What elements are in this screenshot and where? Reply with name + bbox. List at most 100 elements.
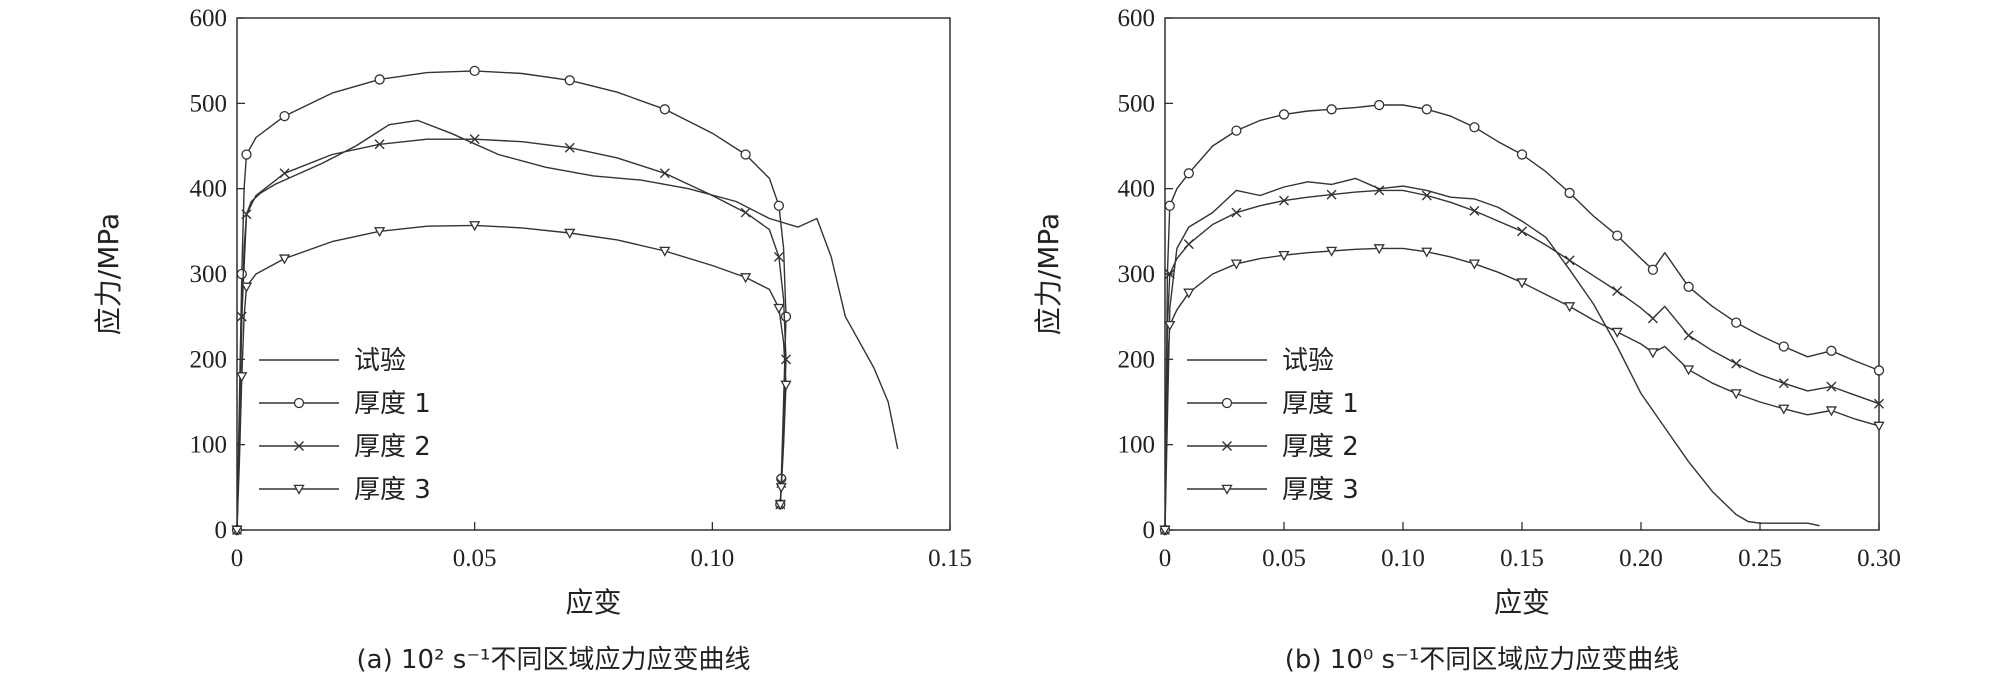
data-point — [1683, 281, 1694, 292]
data-point — [241, 209, 252, 220]
series-2 — [1159, 99, 1885, 536]
data-point — [773, 251, 784, 262]
data-point — [373, 227, 386, 238]
x-tick-label: 0.15 — [1500, 545, 1544, 572]
data-point — [231, 525, 243, 536]
data-point — [1325, 246, 1338, 257]
series-2 — [231, 65, 792, 536]
data-point — [1731, 358, 1742, 369]
data-point — [1563, 302, 1576, 313]
chart-panel-a: 0 100 200 300 400 500 600 0 0.05 0.10 0.15 应变 应力/MPa… — [92, 5, 972, 675]
data-point — [1683, 330, 1694, 341]
x-axis-label: 应变 — [565, 586, 621, 619]
data-point — [1778, 341, 1789, 352]
data-point — [1647, 313, 1658, 324]
y-tick-label: 100 — [1118, 432, 1156, 459]
y-tick-label: 500 — [190, 90, 228, 117]
x-tick-label: 0.15 — [928, 545, 972, 572]
x-tick-label: 0.10 — [1381, 545, 1425, 572]
y-tick-label: 600 — [190, 5, 228, 32]
y-tick-label: 0 — [1143, 517, 1156, 544]
series-3 — [1160, 185, 1884, 535]
data-point — [469, 134, 480, 145]
data-point — [1421, 247, 1433, 258]
data-point — [1647, 264, 1659, 275]
data-point — [740, 207, 751, 218]
y-tick-label: 200 — [190, 346, 228, 373]
legend-item-2: 厚度 1 — [259, 389, 431, 419]
data-point — [1469, 122, 1480, 133]
data-point — [1326, 104, 1337, 115]
plot-frame — [1164, 17, 1880, 531]
data-point — [1612, 230, 1623, 241]
series-line — [1164, 177, 1820, 531]
x-tick-label: 0 — [1159, 545, 1172, 572]
data-point — [773, 303, 785, 314]
data-point — [1278, 250, 1290, 262]
data-point — [1421, 190, 1432, 201]
data-point — [1231, 207, 1242, 218]
data-point — [1469, 205, 1480, 216]
data-point — [659, 168, 670, 179]
data-point — [1564, 255, 1575, 266]
data-point — [775, 483, 787, 494]
data-point — [1826, 345, 1837, 356]
data-point — [1159, 525, 1171, 536]
plot-frame — [236, 17, 951, 531]
data-point — [1164, 200, 1175, 211]
legend-marker — [1222, 441, 1232, 451]
data-point — [564, 75, 575, 86]
data-point — [1826, 381, 1837, 392]
data-point — [1874, 398, 1884, 409]
x-tick-label: 0.20 — [1619, 545, 1663, 572]
series-line — [236, 138, 787, 531]
legend-marker — [294, 441, 304, 451]
series-1 — [1164, 177, 1820, 531]
y-tick-label: 400 — [1118, 176, 1156, 203]
legend-marker — [293, 397, 305, 409]
x-tick-label: 0.10 — [690, 545, 734, 572]
legend-label: 厚度 1 — [354, 389, 431, 419]
data-point — [1873, 365, 1885, 376]
data-point — [241, 149, 252, 160]
x-tick-label: 0.30 — [1857, 545, 1901, 572]
x-axis-label: 应变 — [1494, 586, 1550, 619]
data-point — [1230, 259, 1243, 270]
data-point — [780, 311, 792, 322]
legend-label: 厚度 3 — [1282, 475, 1359, 505]
y-tick-label: 200 — [1118, 346, 1156, 373]
data-point — [1183, 168, 1194, 179]
legend-item-2: 厚度 1 — [1187, 389, 1359, 419]
series-line — [236, 224, 787, 531]
series-line — [1164, 247, 1880, 531]
data-point — [780, 380, 792, 391]
data-point — [781, 354, 792, 365]
data-point — [278, 254, 291, 265]
y-axis-label: 应力/MPa — [1032, 213, 1065, 335]
y-tick-label: 300 — [190, 261, 228, 288]
data-point — [1612, 286, 1623, 297]
data-point — [1647, 348, 1659, 359]
data-point — [773, 200, 785, 211]
data-point — [1164, 269, 1175, 279]
legend-marker — [1221, 484, 1233, 495]
series-line — [236, 70, 787, 531]
data-point — [659, 104, 670, 115]
series-line — [236, 119, 899, 531]
data-point — [1611, 327, 1623, 338]
data-point — [374, 74, 385, 85]
chart-panel-b: 0 100 200 300 400 500 600 0 0.05 0.10 0.15 0.20 0.25… — [1032, 5, 1901, 675]
data-point — [564, 228, 576, 239]
figure-caption: (b) 10⁰ s⁻¹不同区域应力应变曲线 — [1285, 645, 1680, 675]
data-point — [1516, 278, 1528, 289]
data-point — [1730, 389, 1742, 400]
legend-item-3: 厚度 2 — [1187, 432, 1359, 462]
legend-label: 试验 — [1282, 346, 1334, 376]
data-point — [1421, 104, 1432, 115]
data-point — [1164, 320, 1176, 332]
legend-label: 厚度 2 — [1282, 432, 1359, 462]
x-tick-label: 0.05 — [453, 545, 497, 572]
legend-label: 厚度 1 — [1282, 389, 1359, 419]
data-point — [236, 268, 247, 280]
